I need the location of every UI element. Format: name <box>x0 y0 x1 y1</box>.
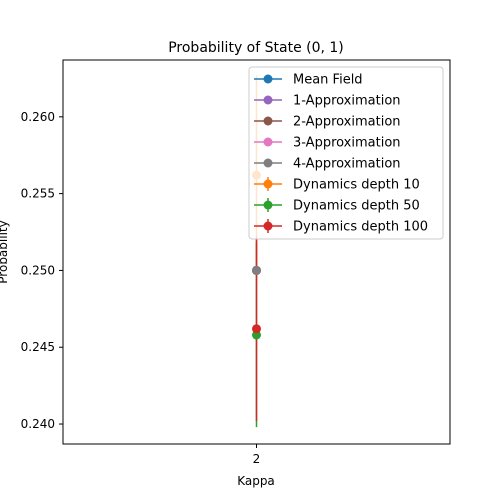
legend-item: Mean Field <box>254 73 363 88</box>
y-tick-label: 0.255 <box>21 187 55 201</box>
legend-item: Dynamics depth 10 <box>254 177 420 193</box>
y-tick-label: 0.250 <box>21 263 55 277</box>
legend-item: Dynamics depth 50 <box>254 198 420 214</box>
legend-label: Dynamics depth 50 <box>293 199 420 214</box>
y-axis-label: Probability <box>0 220 10 283</box>
y-axis: 0.240 0.245 0.250 0.255 0.260 <box>21 110 63 431</box>
legend-label: Mean Field <box>293 73 363 88</box>
y-tick-label: 0.260 <box>21 110 55 124</box>
legend-label: 2-Approximation <box>293 115 401 130</box>
data-point-7 <box>252 324 261 334</box>
legend-item: 2-Approximation <box>254 115 401 130</box>
legend-marker <box>263 221 273 231</box>
legend-label: 3-Approximation <box>293 136 401 151</box>
legend-label: 4-Approximation <box>293 157 401 172</box>
legend-label: Dynamics depth 10 <box>293 178 420 193</box>
legend-item: 1-Approximation <box>254 94 401 109</box>
legend-marker <box>263 200 273 210</box>
legend-marker <box>263 158 273 168</box>
y-tick-label: 0.245 <box>21 340 55 354</box>
legend-marker <box>263 116 273 126</box>
legend-box <box>248 66 444 240</box>
legend-item: 3-Approximation <box>254 136 401 151</box>
legend-item: Dynamics depth 100 <box>254 219 428 235</box>
legend-label: 1-Approximation <box>293 94 401 109</box>
legend-marker <box>263 95 273 105</box>
chart-title: Probability of State (0, 1) <box>168 40 344 56</box>
x-tick-label: 2 <box>253 452 261 466</box>
data-point-4 <box>252 265 261 275</box>
series-layer <box>252 75 261 428</box>
legend: Mean Field 1-Approximation 2-Approximation… <box>248 66 444 240</box>
x-axis: 2 <box>253 444 261 466</box>
y-tick-label: 0.240 <box>21 417 55 431</box>
legend-marker <box>263 137 273 147</box>
legend-label: Dynamics depth 100 <box>293 220 428 235</box>
legend-item: 4-Approximation <box>254 157 401 172</box>
legend-marker <box>263 179 273 189</box>
x-axis-label: Kappa <box>237 474 275 488</box>
legend-marker <box>263 74 273 84</box>
